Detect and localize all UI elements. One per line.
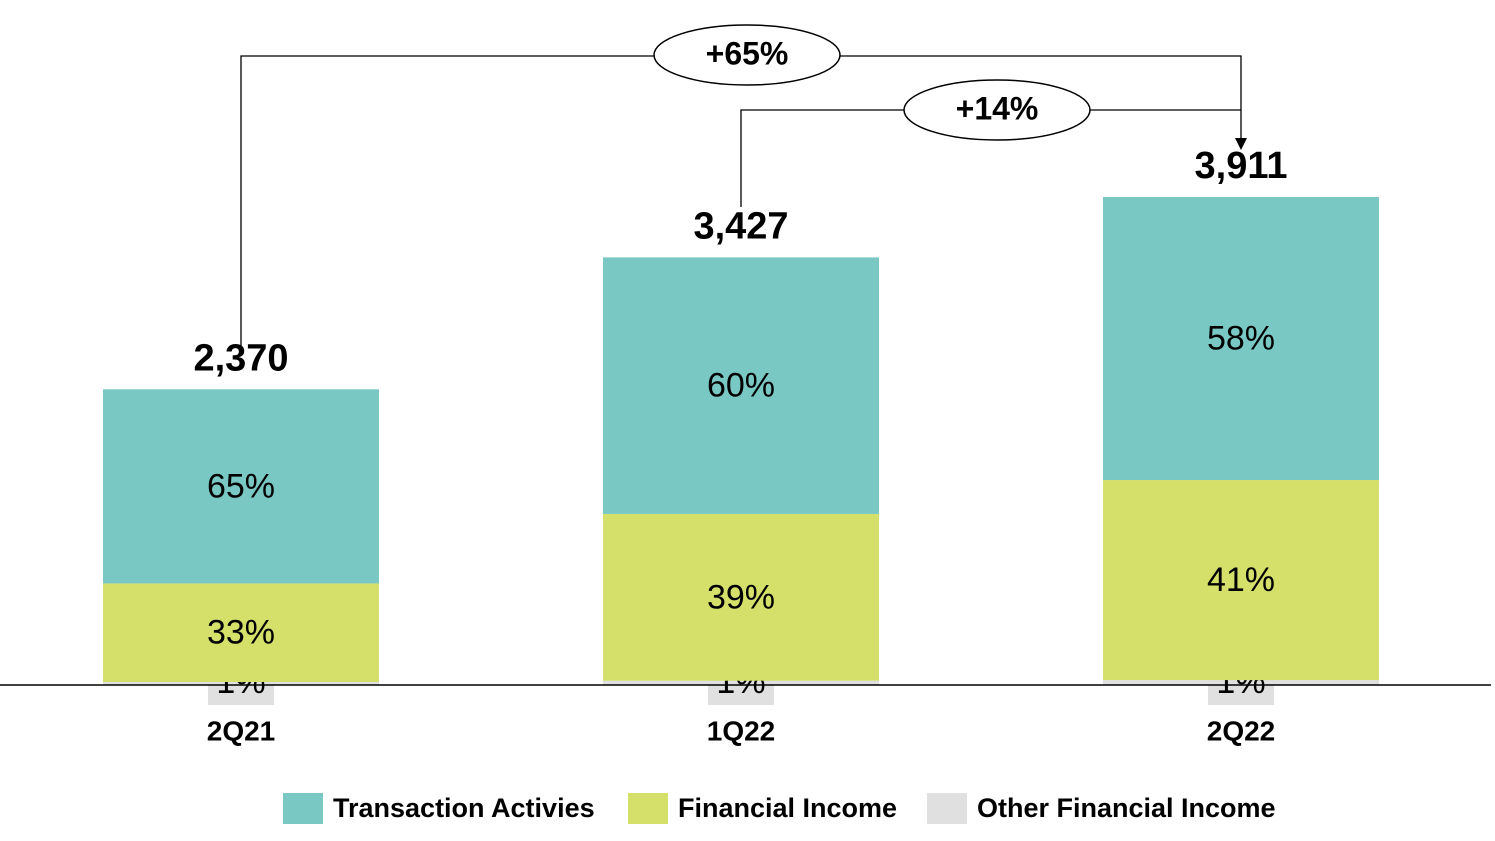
- legend-swatch: [927, 793, 967, 824]
- total-label: 3,911: [1195, 145, 1288, 187]
- annotation-bubble: [653, 24, 841, 86]
- bar-segment: [603, 257, 879, 514]
- bar-segment: [1103, 197, 1379, 481]
- bar-stack: 1%33%65%: [103, 389, 379, 705]
- segment-label: 39%: [707, 578, 775, 616]
- legend-label: Other Financial Income: [977, 793, 1276, 823]
- bar-stack: 1%41%58%: [1103, 197, 1379, 705]
- annotation: +65%: [706, 35, 789, 71]
- segment-label: 58%: [1207, 320, 1275, 358]
- legend-swatch: [628, 793, 668, 824]
- annotation-bubble: [903, 79, 1091, 141]
- bar-stack: 1%39%60%: [603, 257, 879, 705]
- bar-segment: [103, 583, 379, 683]
- legend-label: Transaction Activies: [333, 793, 595, 823]
- segment-label: 65%: [207, 467, 275, 505]
- total-label: 3,427: [693, 205, 788, 247]
- total-label: 2,370: [193, 337, 288, 379]
- bar-segment: [1103, 480, 1379, 681]
- arrow-head: [1235, 138, 1247, 150]
- annotation: +14%: [956, 90, 1039, 126]
- x-tick-label: 1Q22: [707, 715, 776, 746]
- legend-label: Financial Income: [678, 793, 897, 823]
- bar-segment: [603, 513, 879, 681]
- legend-swatch: [283, 793, 323, 824]
- x-tick-label: 2Q22: [1207, 715, 1276, 746]
- x-tick-label: 2Q21: [207, 715, 276, 746]
- segment-label: 60%: [707, 367, 775, 405]
- segment-label: 41%: [1207, 561, 1275, 599]
- bar-segment: [103, 389, 379, 584]
- segment-label: 33%: [207, 614, 275, 652]
